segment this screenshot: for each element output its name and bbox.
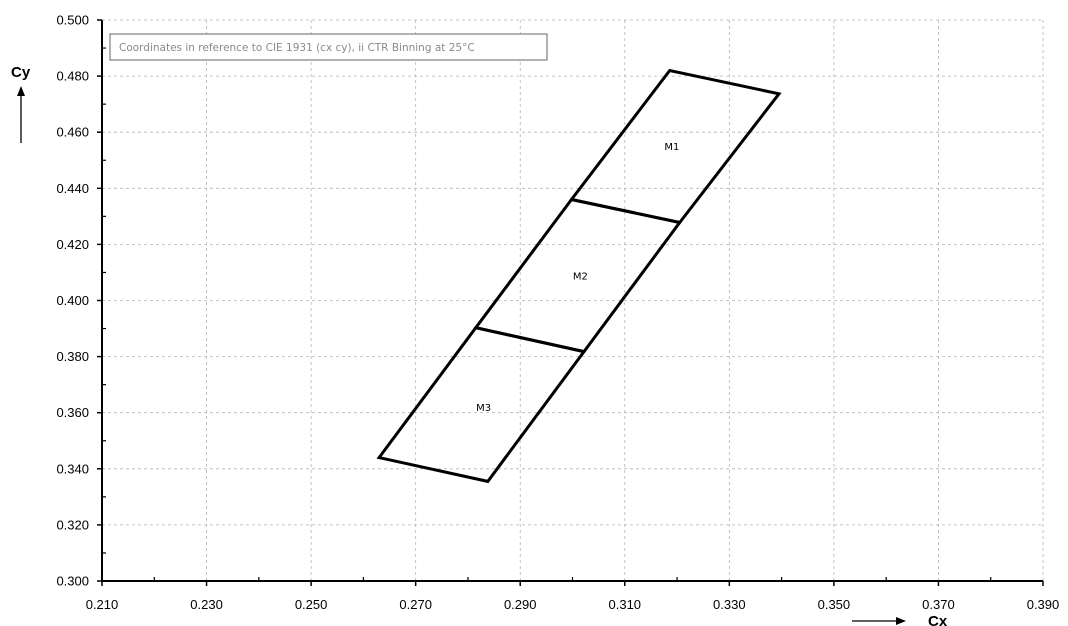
x-tick-label: 0.390 [1027, 597, 1060, 612]
y-axis-title: Cy [11, 64, 31, 81]
x-axis-arrow-head [896, 617, 906, 625]
bin-label-m1: M1 [664, 142, 679, 153]
y-tick-label: 0.400 [56, 293, 89, 308]
x-tick-label: 0.330 [713, 597, 746, 612]
y-tick-label: 0.300 [56, 574, 89, 589]
y-tick-label: 0.360 [56, 405, 89, 420]
x-axis-title: Cx [928, 613, 948, 626]
y-tick-label: 0.340 [56, 461, 89, 476]
x-axis-title-group: Cx [852, 613, 948, 626]
bin-label-m3: M3 [476, 403, 491, 414]
annotation-frame [109, 33, 548, 61]
y-tick-label: 0.440 [56, 181, 89, 196]
y-tick-label: 0.500 [56, 13, 89, 28]
y-axis-title-group: Cy [11, 64, 31, 143]
x-tick-label: 0.270 [399, 597, 432, 612]
x-tick-label: 0.250 [295, 597, 328, 612]
y-tick-label: 0.420 [56, 237, 89, 252]
y-tick-label: 0.480 [56, 69, 89, 84]
bin-regions: M1 M2 M3 [376, 68, 782, 484]
x-tick-label: 0.310 [609, 597, 642, 612]
bin-label-m2: M2 [573, 271, 588, 282]
y-axis-arrow-head [17, 86, 25, 96]
x-tick-label: 0.230 [190, 597, 223, 612]
y-tick-label: 0.320 [56, 517, 89, 532]
axes: 0.210 0.230 0.250 0.270 0.290 0.310 0.330 0.350… [56, 13, 1059, 613]
y-tick-label: 0.380 [56, 349, 89, 364]
annotation-text: Coordinates in reference to CIE 1931 (cx… [119, 42, 475, 54]
bin-region-m3 [376, 326, 587, 484]
x-tick-label: 0.290 [504, 597, 537, 612]
x-tick-label: 0.350 [818, 597, 851, 612]
grid-lines [102, 19, 1044, 581]
y-tick-label: 0.460 [56, 125, 89, 140]
annotation-box: Coordinates in reference to CIE 1931 (cx… [109, 33, 548, 61]
x-tick-label: 0.370 [922, 597, 955, 612]
x-tick-label: 0.210 [86, 597, 119, 612]
